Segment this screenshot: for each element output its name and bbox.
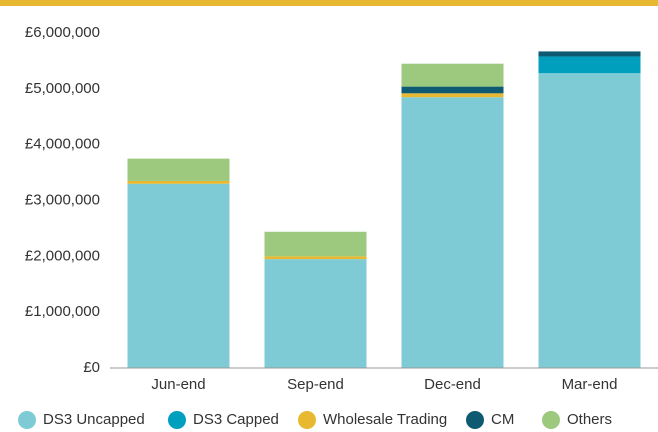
bar-segment — [401, 63, 504, 87]
y-tick-label: £0 — [83, 359, 100, 376]
legend-label: CM — [491, 411, 514, 428]
y-tick-label: £6,000,000 — [25, 24, 100, 41]
legend-swatch — [542, 411, 560, 429]
legend-swatch — [466, 411, 484, 429]
y-tick-label: £3,000,000 — [25, 191, 100, 208]
y-tick-label: £2,000,000 — [25, 247, 100, 264]
bar-segment — [401, 93, 504, 98]
y-tick-label: £4,000,000 — [25, 136, 100, 153]
top-rule — [0, 0, 658, 6]
legend-label: Wholesale Trading — [323, 411, 447, 428]
bar-segment — [127, 158, 230, 181]
bar-segment — [264, 231, 367, 257]
x-tick-label: Sep-end — [287, 376, 344, 393]
legend-swatch — [298, 411, 316, 429]
x-tick-label: Jun-end — [151, 376, 205, 393]
legend-swatch — [168, 411, 186, 429]
legend-label: DS3 Capped — [193, 411, 279, 428]
bar-segment — [264, 256, 367, 260]
legend-swatch — [18, 411, 36, 429]
bar-segment — [264, 259, 367, 368]
y-tick-label: £1,000,000 — [25, 303, 100, 320]
legend-label: Others — [567, 411, 612, 428]
bar-segment — [401, 86, 504, 94]
bar-segment — [127, 180, 230, 184]
y-tick-label: £5,000,000 — [25, 80, 100, 97]
bar-segment — [538, 51, 641, 57]
bar-segment — [401, 97, 504, 368]
legend-label: DS3 Uncapped — [43, 411, 145, 428]
x-tick-label: Dec-end — [424, 376, 481, 393]
bar-segment — [127, 183, 230, 368]
bar-segment — [538, 73, 641, 368]
x-tick-label: Mar-end — [562, 376, 618, 393]
bar-segment — [538, 56, 641, 74]
